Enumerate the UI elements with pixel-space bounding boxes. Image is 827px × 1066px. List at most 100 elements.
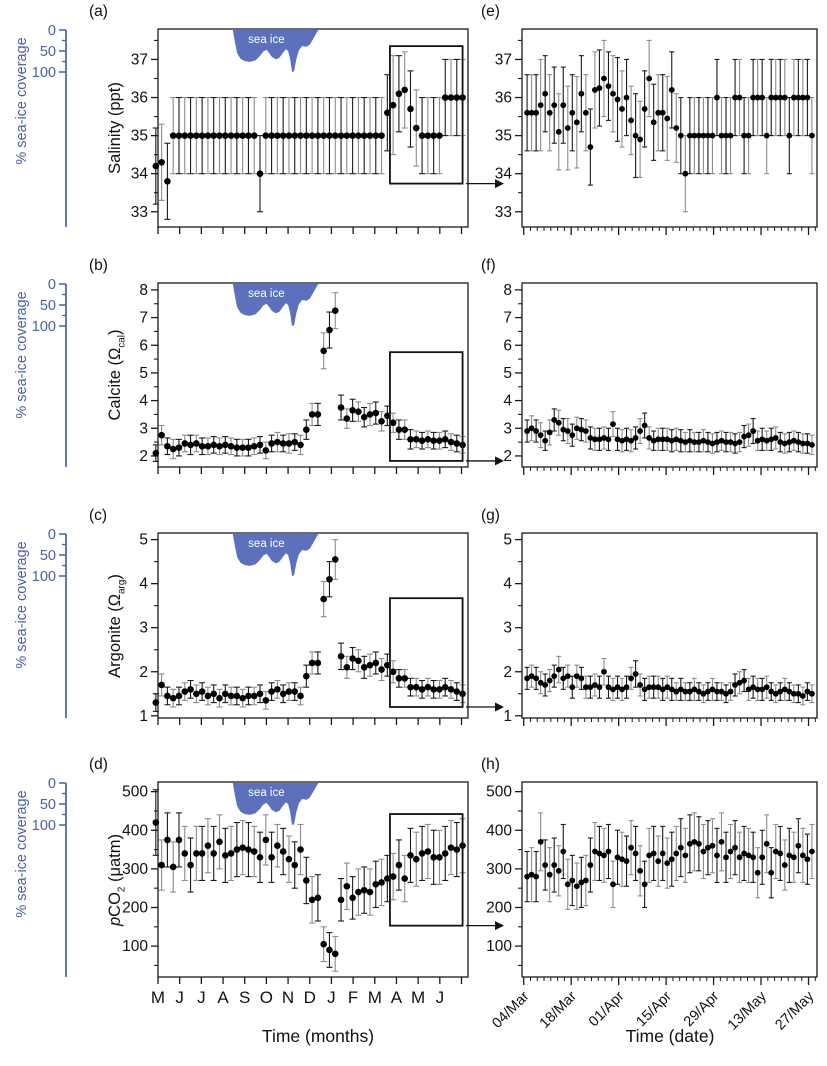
- panel-frame: [521, 781, 818, 978]
- month-tick-label: J: [197, 988, 206, 1007]
- y-tick-label: 400: [486, 822, 512, 839]
- panel-letter-d: (d): [89, 756, 108, 773]
- y-tick-label: 400: [122, 822, 148, 839]
- y-tick-label: 4: [139, 576, 148, 593]
- month-tick-label: S: [239, 988, 250, 1007]
- y-tick-label: 2: [503, 664, 512, 681]
- sea-ice-blob: [232, 284, 319, 326]
- y-tick-label: 500: [486, 784, 512, 801]
- panel-f-points: [524, 408, 815, 456]
- seaice-axis-title: % sea-ice coverage: [14, 541, 30, 669]
- panel-letter-b: (b): [89, 257, 108, 274]
- month-tick-label: M: [151, 988, 165, 1007]
- y-tick-label: 33: [131, 204, 148, 221]
- month-tick-label: J: [175, 988, 184, 1007]
- seaice-tick-label: 50: [40, 44, 56, 60]
- x-axis-title-date: Time (date): [625, 1026, 715, 1046]
- month-tick-label: J: [327, 988, 336, 1007]
- y-tick-label: 35: [495, 128, 512, 145]
- y-tick-label: 37: [495, 51, 512, 68]
- seaice-tick-label: 50: [40, 298, 56, 314]
- panel-f: 2 3 4 5 6 7 8: [503, 282, 818, 475]
- panel-g-points: [524, 655, 815, 706]
- y-tick-label: 36: [495, 90, 512, 107]
- month-tick-label: A: [391, 988, 403, 1007]
- y-tick-label: 3: [139, 620, 148, 637]
- y-tick-label: 2: [139, 664, 148, 681]
- y-tick-label: 4: [503, 393, 512, 410]
- sea-ice-blob: [232, 783, 319, 825]
- month-tick-label: M: [368, 988, 382, 1007]
- sea-ice-label: sea ice: [248, 34, 284, 46]
- month-tick-label: J: [436, 988, 445, 1007]
- panel-c-points: [152, 539, 466, 712]
- panel-a-points: [152, 51, 466, 220]
- y-tick-label: 5: [139, 532, 148, 549]
- x-axis-title-months: Time (months): [261, 1026, 375, 1046]
- zoom-arrow-head: [495, 456, 504, 466]
- y-axis-title-b: Calcite (Ωcal): [106, 329, 128, 421]
- sea-ice-blob: [232, 534, 319, 576]
- panel-frame: [521, 532, 818, 719]
- panel-letter-e: (e): [481, 3, 500, 20]
- y-axis-title-c: Argonite (Ωarg): [106, 573, 128, 678]
- y-tick-label: 1: [503, 708, 512, 725]
- panel-c: sea ice 0 50 100 1 2 3 4 5: [32, 527, 504, 725]
- panel-b-points: [152, 292, 466, 463]
- y-tick-label: 500: [122, 784, 148, 801]
- y-tick-label: 100: [122, 938, 148, 955]
- panel-e-points: [524, 39, 815, 213]
- y-tick-label: 7: [503, 310, 512, 327]
- y-tick-label: 3: [503, 620, 512, 637]
- y-tick-label: 300: [486, 861, 512, 878]
- seaice-tick-label: 0: [48, 23, 56, 39]
- panel-letter-a: (a): [89, 3, 108, 20]
- seaice-tick-label: 100: [32, 818, 56, 834]
- panel-g: 1 2 3 4 5: [503, 532, 818, 726]
- y-tick-label: 7: [139, 310, 148, 327]
- seaice-tick-label: 0: [48, 776, 56, 792]
- panel-frame: [157, 781, 469, 978]
- seaice-tick-label: 50: [40, 797, 56, 813]
- y-tick-label: 5: [503, 532, 512, 549]
- y-tick-label: 4: [139, 393, 148, 410]
- y-tick-label: 3: [139, 420, 148, 437]
- seaice-tick-label: 50: [40, 548, 56, 564]
- panel-frame: [157, 532, 469, 719]
- y-axis-title-a: Salinity (ppt): [106, 82, 124, 174]
- panel-d-points: [152, 789, 466, 972]
- date-tick-label: 15/Apr: [633, 988, 675, 1030]
- date-tick-label: 01/Apr: [586, 988, 628, 1030]
- panel-a: sea ice 0 50 100 33 34 35 36 37: [32, 23, 504, 234]
- month-tick-label: A: [217, 988, 229, 1007]
- panel-frame: [157, 282, 469, 468]
- zoom-rect-d: [389, 813, 464, 927]
- seaice-tick-label: 0: [48, 277, 56, 293]
- month-tick-label: F: [348, 988, 358, 1007]
- zoom-rect-a: [389, 45, 464, 185]
- panel-frame: [521, 282, 818, 468]
- y-tick-label: 5: [503, 365, 512, 382]
- y-tick-label: 8: [503, 282, 512, 299]
- zoom-arrow-head: [495, 921, 504, 931]
- y-tick-label: 3: [503, 420, 512, 437]
- panel-letter-h: (h): [481, 756, 500, 773]
- panel-frame: [521, 28, 818, 228]
- y-tick-label: 34: [495, 166, 513, 183]
- y-tick-label: 2: [503, 448, 512, 465]
- sea-ice-blob: [232, 30, 319, 72]
- y-tick-label: 100: [486, 938, 512, 955]
- y-tick-label: 6: [503, 337, 512, 354]
- y-tick-label: 36: [131, 90, 148, 107]
- y-tick-label: 300: [122, 861, 148, 878]
- sea-ice-label: sea ice: [248, 288, 284, 300]
- seaice-tick-label: 100: [32, 569, 56, 585]
- panel-frame: [157, 28, 469, 228]
- y-tick-label: 1: [139, 708, 148, 725]
- month-tick-label: N: [282, 988, 294, 1007]
- panel-h-points: [524, 812, 815, 910]
- seaice-axis-title: % sea-ice coverage: [14, 790, 30, 918]
